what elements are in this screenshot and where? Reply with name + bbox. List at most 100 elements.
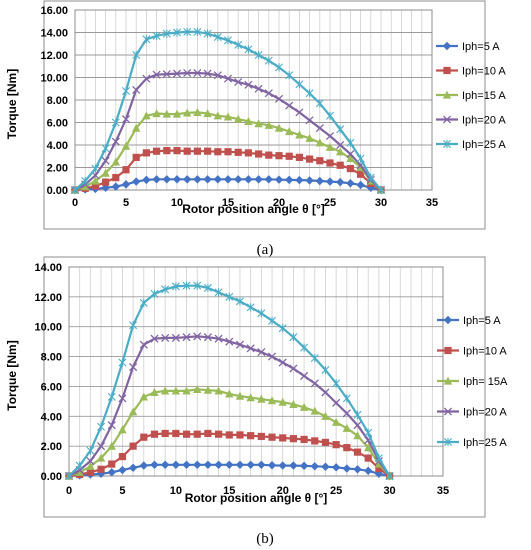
series-2-point [193, 430, 201, 438]
series-4-point-stroke-2 [161, 333, 170, 342]
series-4-point [315, 124, 324, 133]
series-1-point [118, 465, 127, 475]
series-3-point [346, 154, 355, 163]
series-4-point-stroke-2 [295, 108, 304, 117]
series-4-point [107, 421, 116, 430]
series-4-point-stroke-2 [321, 388, 330, 397]
series-4-point [225, 337, 234, 346]
series-3-point [107, 441, 116, 450]
series-1-point [172, 175, 182, 184]
series-1-point [295, 175, 304, 185]
series-4-point [171, 333, 180, 342]
series-1-point [121, 180, 131, 189]
series-3-point [203, 385, 213, 394]
series-2-point [163, 147, 171, 155]
series-4-point [152, 70, 161, 79]
series-4-point [305, 116, 314, 125]
series-1-point [267, 461, 277, 470]
series-5-point [118, 358, 127, 367]
series-4-point-stroke-2 [254, 84, 263, 93]
series-4-point-stroke-2 [264, 89, 273, 98]
series-4-point-stroke-2 [203, 69, 212, 78]
x-tick-label: 0 [66, 485, 72, 497]
series-4-point-stroke-2 [91, 171, 100, 180]
series-3-point [111, 157, 120, 166]
series-4-point [193, 332, 202, 341]
series-4-point-stroke-2 [300, 371, 309, 381]
series-2-point [182, 430, 191, 438]
series-2-point [353, 448, 362, 456]
series-4-point [353, 421, 362, 430]
series-3-point [171, 386, 181, 395]
series-3-point [101, 168, 110, 177]
series-4-point [161, 333, 170, 342]
series-4-point [246, 344, 255, 353]
series-1-point [244, 175, 253, 184]
series-2-point [234, 148, 242, 156]
series-3-point [364, 443, 373, 452]
series-2-point [122, 166, 130, 174]
chart-a-y-tick-labels: 0.00 2.00 4.00 6.00 8.00 10.00 12.00 14.00 16.00 [40, 5, 68, 197]
series-4-point [274, 94, 284, 103]
legend-item: Iph=20 A [437, 407, 507, 419]
legend-label: Iph=5 A [462, 41, 500, 53]
series-4-point [118, 394, 127, 403]
series-3-point [254, 119, 263, 128]
series-5-point [182, 281, 191, 290]
series-4-point [214, 334, 223, 343]
series-1-point [107, 468, 116, 477]
series-4-point-stroke-2 [96, 442, 106, 451]
series-5-point [152, 31, 161, 40]
series-2-point [279, 434, 287, 442]
legend-item: Iph=25 A [437, 437, 507, 449]
series-4-point [132, 85, 141, 94]
series-5-point [310, 353, 319, 363]
series-2-point [268, 433, 276, 441]
series-4-point [162, 70, 171, 79]
x-tick-label: 5 [123, 197, 129, 209]
series-4-point-stroke-2 [193, 332, 202, 341]
y-tick-label: 12.00 [40, 50, 68, 62]
legend-swatch-marker [444, 346, 452, 355]
series-2-point [285, 152, 293, 160]
series-3-point [342, 423, 352, 432]
series-5-point [289, 333, 298, 342]
series-5-point [234, 40, 243, 49]
series-5-point [214, 288, 223, 297]
series-4-point-stroke-2 [203, 333, 212, 342]
chart-b-plot-area [68, 266, 444, 477]
series-5-point [275, 63, 283, 72]
series-3-point [128, 407, 138, 416]
x-tick-label: 20 [273, 197, 285, 209]
series-5-point [254, 50, 263, 60]
caption-a: (a) [257, 242, 274, 258]
series-1-point [274, 175, 284, 184]
y-tick-label: 14.00 [40, 28, 68, 40]
series-1-point [128, 463, 138, 472]
legend-swatch-marker [443, 376, 453, 385]
y-tick-label: 0.00 [47, 185, 68, 197]
series-5-point [326, 111, 334, 120]
series-5-point [101, 144, 110, 153]
series-1-point [257, 460, 266, 470]
series-5-point [285, 71, 294, 80]
series-3-point [244, 116, 253, 125]
series-4-point-stroke-2 [86, 457, 95, 466]
series-5-point [65, 471, 73, 481]
series-3-point [264, 120, 273, 129]
series-4-point-stroke-2 [289, 364, 298, 373]
series-4-point-stroke-2 [336, 140, 345, 150]
y-tick-label: 10.00 [40, 73, 68, 85]
series-5-point [111, 118, 120, 127]
chart-a-x-tick-labels: 0 5 10 15 20 25 30 35 [72, 197, 438, 209]
series-1-point [225, 460, 234, 470]
series-1-point [285, 175, 294, 185]
series-4-point [139, 340, 148, 349]
series-4-point [203, 69, 212, 78]
series-2-point [357, 170, 365, 178]
series-4-point [264, 89, 273, 98]
x-tick-label: 25 [330, 485, 342, 497]
series-2-point [326, 159, 334, 167]
series-1-point [364, 466, 373, 475]
series-3-point [139, 392, 148, 401]
